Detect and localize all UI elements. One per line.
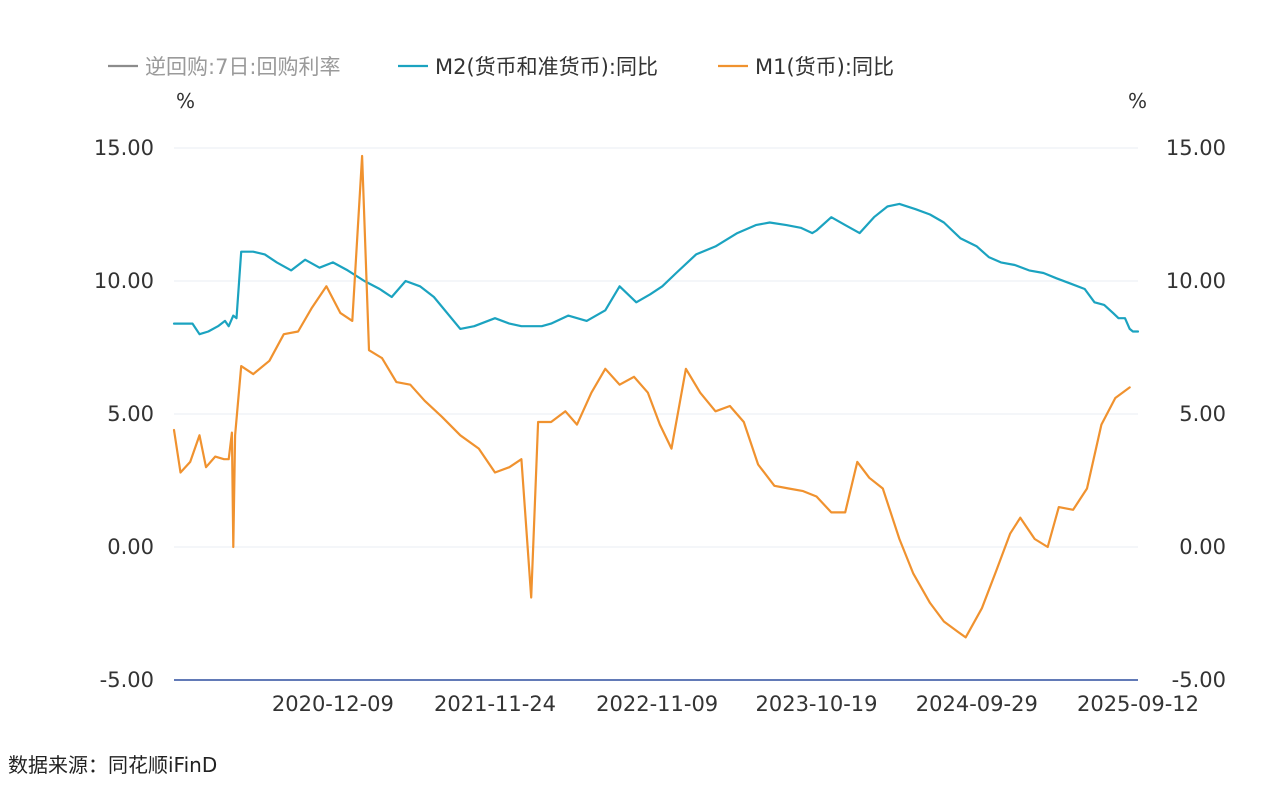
right-y-axis: 15.00 10.00 5.00 0.00 -5.00 [1166,136,1226,692]
left-tick-label: -5.00 [100,668,154,692]
x-tick-label: 2025-09-12 [1077,692,1199,716]
left-tick-label: 5.00 [107,402,154,426]
legend-label: 逆回购:7日:回购利率 [145,55,341,79]
right-tick-label: 0.00 [1179,535,1226,559]
x-tick-label: 2020-12-09 [272,692,394,716]
legend-item[interactable]: 逆回购:7日:回购利率 [108,55,341,79]
left-tick-label: 15.00 [94,136,154,160]
legend-item[interactable]: M1(货币):同比 [718,55,894,79]
chart-legend[interactable]: 逆回购:7日:回购利率 M2(货币和准货币):同比 M1(货币):同比 [108,55,894,79]
data-source-note: 数据来源：同花顺iFinD [8,753,217,777]
plot-area [172,154,1140,639]
right-tick-label: 5.00 [1179,402,1226,426]
legend-item[interactable]: M2(货币和准货币):同比 [398,55,658,79]
right-tick-label: -5.00 [1172,668,1226,692]
left-tick-label: 0.00 [107,535,154,559]
series-line-m1[interactable] [172,154,1131,639]
right-axis-unit: % [1128,89,1147,113]
x-tick-label: 2024-09-29 [916,692,1038,716]
right-tick-label: 10.00 [1166,269,1226,293]
left-y-axis: 15.00 10.00 5.00 0.00 -5.00 [94,136,154,692]
x-tick-label: 2021-11-24 [434,692,556,716]
legend-label: M1(货币):同比 [755,55,894,79]
series-line-m2[interactable] [172,202,1140,336]
x-axis: 2020-12-09 2021-11-24 2022-11-09 2023-10-19… [272,692,1199,716]
left-tick-label: 10.00 [94,269,154,293]
x-tick-label: 2023-10-19 [755,692,877,716]
right-tick-label: 15.00 [1166,136,1226,160]
left-axis-unit: % [176,89,195,113]
legend-label: M2(货币和准货币):同比 [435,55,658,79]
x-tick-label: 2022-11-09 [596,692,718,716]
